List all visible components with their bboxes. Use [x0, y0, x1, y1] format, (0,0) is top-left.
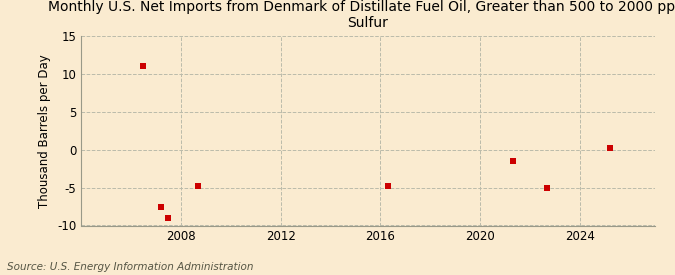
Point — [383, 184, 394, 188]
Point — [542, 185, 553, 190]
Y-axis label: Thousand Barrels per Day: Thousand Barrels per Day — [38, 54, 51, 208]
Point — [604, 146, 615, 150]
Title: Monthly U.S. Net Imports from Denmark of Distillate Fuel Oil, Greater than 500 t: Monthly U.S. Net Imports from Denmark of… — [47, 0, 675, 31]
Point — [507, 159, 518, 163]
Point — [163, 216, 173, 220]
Point — [138, 64, 148, 68]
Point — [155, 204, 166, 209]
Point — [193, 184, 204, 188]
Text: Source: U.S. Energy Information Administration: Source: U.S. Energy Information Administ… — [7, 262, 253, 272]
